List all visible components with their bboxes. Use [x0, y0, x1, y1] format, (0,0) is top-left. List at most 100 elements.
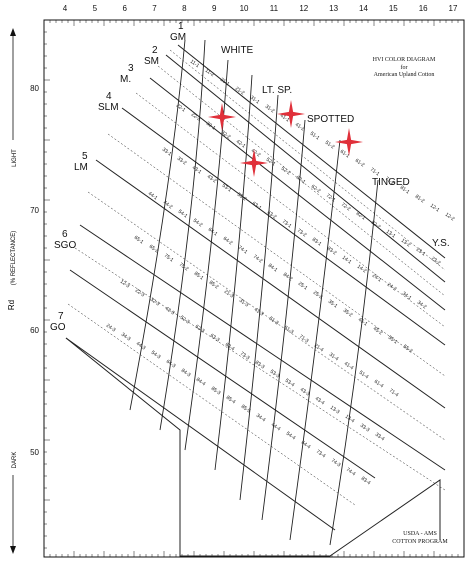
cell-code-label: 45-1 [357, 317, 369, 328]
cell-code-label: 41-4 [343, 361, 355, 372]
x-tick-label: 17 [449, 4, 458, 13]
cell-code-label: 44-1 [147, 191, 159, 202]
grade-number: 2 [152, 45, 158, 56]
color-group-line [159, 39, 206, 431]
grade-name: SGO [54, 240, 76, 251]
y-axis-top-label: LIGHT [12, 149, 18, 167]
cell-code-label: 31-1 [249, 95, 261, 106]
markers [208, 100, 363, 177]
y-axis-label: Rd [7, 300, 16, 310]
cell-code-label: 83-2 [326, 246, 338, 257]
cell-code-label: 82-1 [355, 211, 367, 222]
grade-line [149, 77, 446, 311]
cell-code-label: 31-4 [328, 352, 340, 363]
x-tick-label: 4 [63, 4, 68, 13]
grade-name: SLM [98, 102, 119, 113]
cell-code-label: 23-1 [415, 247, 427, 258]
color-group-line [289, 139, 341, 541]
zone-ys: Y.S. [432, 238, 450, 249]
cell-code-label: 75-1 [163, 253, 175, 264]
cell-code-label: 13-4 [344, 414, 356, 425]
grade-number: 3 [128, 63, 134, 74]
cell-code-label: 13-2 [400, 238, 412, 249]
cell-code-label: 54-4 [285, 431, 297, 442]
cell-code-label: 45-2 [372, 326, 384, 337]
y-axis-unit: (% REFLECTANCE) [11, 231, 17, 286]
grade-number: 5 [82, 151, 88, 162]
cell-code-label: 65-1 [133, 235, 145, 246]
grade-line [79, 224, 446, 471]
sub-grade-line [107, 133, 446, 377]
cell-code-label: 62-2 [310, 184, 322, 195]
x-tick-label: 15 [389, 4, 398, 13]
cell-code-label: 75-2 [178, 262, 190, 273]
cell-code-label: 24-3 [105, 323, 117, 334]
sub-grade-line [157, 65, 446, 297]
y-tick-label: 50 [30, 448, 39, 457]
cell-code-label: 62-1 [295, 175, 307, 186]
x-tick-label: 13 [329, 4, 338, 13]
cell-code-label: 21-2 [234, 86, 246, 97]
cell-code-label: 34-2 [416, 300, 428, 311]
zone-tinged: TINGED [372, 177, 410, 188]
marker-star-1 [208, 103, 236, 131]
cell-code-label: 35-2 [342, 308, 354, 319]
cell-code-label: 53-4 [284, 378, 296, 389]
grade-line [121, 107, 446, 346]
grade-line [165, 54, 446, 283]
y-tick-label: 80 [30, 84, 39, 93]
cell-code-label: 31-2 [264, 104, 276, 115]
cell-code-label: 12-1 [429, 203, 441, 214]
cell-code-label: 85-2 [208, 280, 220, 291]
x-tick-label: 10 [240, 4, 249, 13]
cell-code-label: 43-2 [206, 174, 218, 185]
cell-code-label: 25-2 [312, 290, 324, 301]
cell-code-label: 51-3 [268, 316, 280, 327]
cell-code-label: 12-2 [444, 212, 456, 223]
cell-code-label: 32-2 [220, 130, 232, 141]
cell-code-label: 52-2 [280, 166, 292, 177]
cell-code-label: 11-2 [204, 68, 216, 79]
color-group-line [214, 74, 253, 471]
zone-spotted: SPOTTED [307, 114, 354, 125]
cell-code-label: 33-4 [374, 432, 386, 443]
cell-code-label: 51-4 [358, 370, 370, 381]
cell-code-label: 64-1 [207, 227, 219, 238]
cell-code-label: 73-1 [281, 219, 293, 230]
diagram-title: HVI COLOR DIAGRAM [373, 57, 436, 63]
cell-code-label: 84-1 [267, 263, 279, 274]
cell-code-label: 24-2 [386, 282, 398, 293]
cell-code-label: 51-2 [324, 140, 336, 151]
x-tick-label: 11 [270, 4, 279, 13]
cell-code-label: 21-1 [219, 77, 231, 88]
grade-name: GM [170, 32, 186, 43]
cell-code-label: 63-1 [251, 201, 263, 212]
cell-code-label: 42-3 [164, 306, 176, 317]
cell-code-label: 22-3 [134, 288, 146, 299]
cell-code-label: 63-2 [266, 210, 278, 221]
cell-code-label: 14-2 [356, 264, 368, 275]
cell-code-label: 74-1 [237, 245, 249, 256]
zone-lt-sp: LT. SP. [262, 85, 292, 96]
cell-code-label: 55-1 [387, 335, 399, 346]
grade-line [177, 44, 446, 259]
x-tick-label: 9 [212, 4, 217, 13]
cell-code-label: 71-4 [388, 388, 400, 399]
grade-line [65, 337, 336, 531]
cell-code-label: 52-1 [265, 157, 277, 168]
cell-code-label: 25-1 [297, 281, 309, 292]
color-group-line [184, 59, 229, 451]
x-tick-label: 8 [182, 4, 187, 13]
cell-code-label: 41-3 [253, 307, 265, 318]
grade-name: M. [120, 74, 131, 85]
cell-code-label: 13-1 [385, 229, 397, 240]
cell-code-label: 42-1 [235, 139, 247, 150]
diagram-subtitle-for: for [401, 64, 408, 71]
cell-code-label: 81-2 [414, 194, 426, 205]
cell-code-label: 23-2 [430, 256, 442, 267]
cell-code-label: 21-4 [313, 343, 325, 354]
zone-white: WHITE [221, 45, 254, 56]
cell-code-label: 64-4 [300, 440, 312, 451]
cell-code-label: 73-3 [239, 351, 251, 362]
